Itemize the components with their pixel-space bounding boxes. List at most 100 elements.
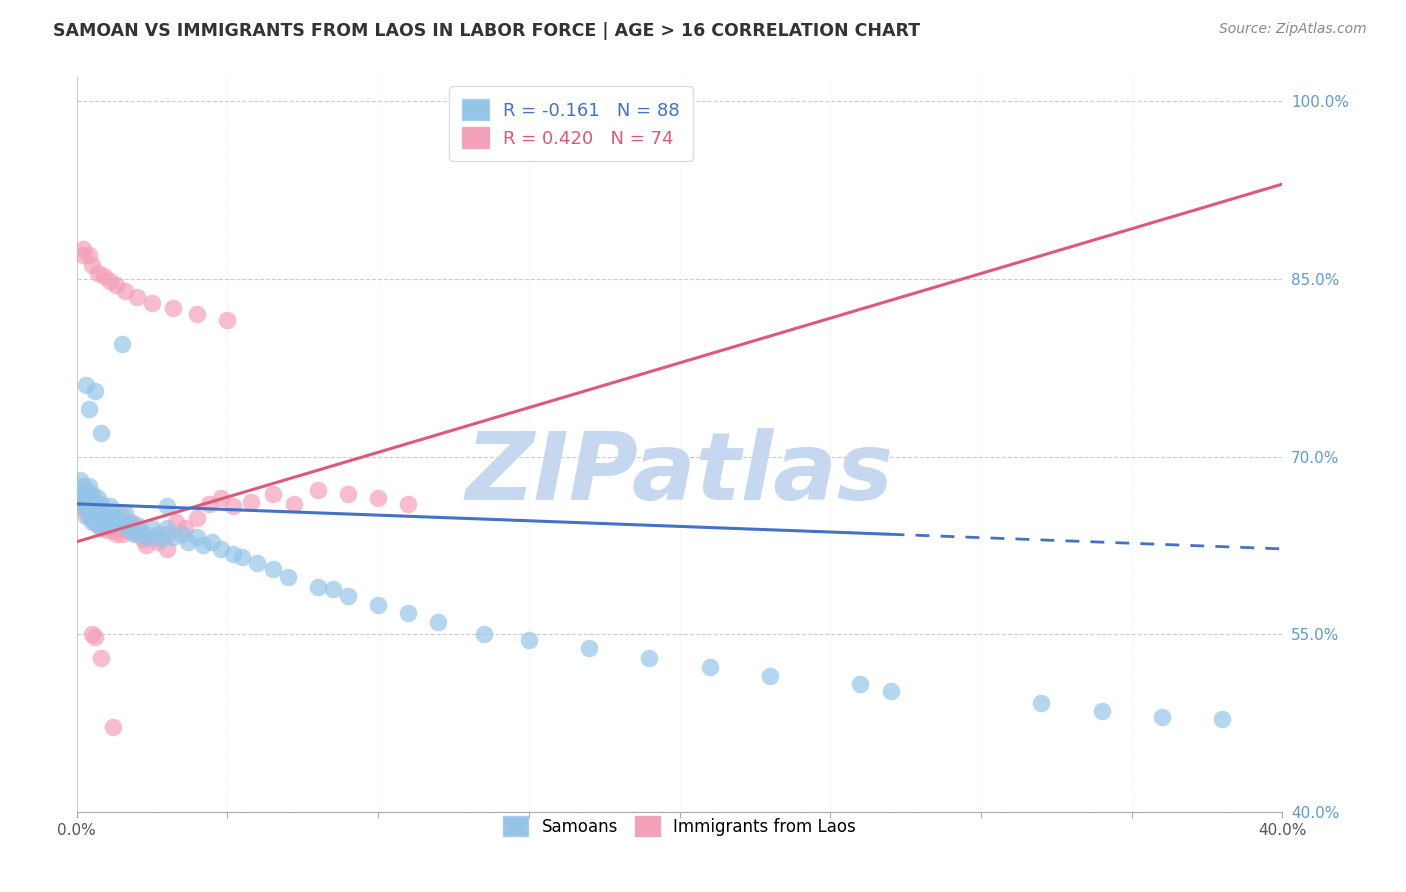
Point <box>77 479 100 493</box>
Point <box>77 487 100 501</box>
Point <box>98 511 121 525</box>
Point <box>156 500 179 514</box>
Point <box>75 487 97 501</box>
Point <box>209 541 232 556</box>
Point <box>86 503 108 517</box>
Point <box>699 660 721 674</box>
Point <box>396 606 419 620</box>
Point <box>98 500 121 514</box>
Point <box>186 530 208 544</box>
Point <box>1150 710 1173 724</box>
Point <box>114 507 136 521</box>
Point <box>72 491 94 505</box>
Point <box>86 500 108 514</box>
Point <box>107 518 129 533</box>
Point <box>77 503 100 517</box>
Point <box>149 533 172 547</box>
Point <box>120 523 142 537</box>
Point <box>125 526 148 541</box>
Point <box>93 269 115 284</box>
Point <box>107 520 129 534</box>
Point <box>77 402 100 417</box>
Point <box>83 515 105 529</box>
Point <box>111 337 134 351</box>
Point <box>141 530 163 544</box>
Point <box>277 570 299 584</box>
Point <box>96 508 118 523</box>
Point <box>177 534 200 549</box>
Point <box>231 550 253 565</box>
Point <box>111 526 134 541</box>
Point <box>75 503 97 517</box>
Point <box>262 562 284 576</box>
Point <box>396 497 419 511</box>
Point <box>1090 704 1112 718</box>
Point <box>101 515 124 529</box>
Point <box>77 494 100 508</box>
Point <box>83 500 105 514</box>
Point <box>80 508 103 523</box>
Point <box>165 515 187 529</box>
Point <box>90 515 112 529</box>
Point <box>90 425 112 440</box>
Point <box>114 284 136 298</box>
Point <box>86 518 108 533</box>
Text: Source: ZipAtlas.com: Source: ZipAtlas.com <box>1219 22 1367 37</box>
Point <box>128 523 150 537</box>
Point <box>98 274 121 288</box>
Point <box>114 518 136 533</box>
Point <box>117 515 139 529</box>
Point <box>246 556 269 570</box>
Point <box>141 295 163 310</box>
Point <box>96 523 118 537</box>
Point <box>69 500 91 514</box>
Point <box>75 500 97 514</box>
Point <box>427 615 450 630</box>
Point <box>101 507 124 521</box>
Point <box>120 515 142 529</box>
Point <box>156 526 179 541</box>
Point <box>75 494 97 508</box>
Point <box>186 307 208 321</box>
Point <box>578 641 600 656</box>
Point <box>69 485 91 500</box>
Legend: Samoans, Immigrants from Laos: Samoans, Immigrants from Laos <box>495 808 865 844</box>
Point <box>201 534 224 549</box>
Point <box>90 520 112 534</box>
Point <box>75 485 97 500</box>
Point <box>96 518 118 533</box>
Point <box>117 523 139 537</box>
Point <box>75 483 97 497</box>
Point <box>93 518 115 533</box>
Point <box>77 500 100 514</box>
Point <box>96 515 118 529</box>
Point <box>80 627 103 641</box>
Point <box>72 242 94 256</box>
Point <box>193 538 215 552</box>
Point <box>75 508 97 523</box>
Point <box>83 630 105 644</box>
Point <box>111 508 134 523</box>
Point <box>198 497 221 511</box>
Point <box>122 520 145 534</box>
Point <box>156 520 179 534</box>
Point <box>307 580 329 594</box>
Point <box>125 518 148 533</box>
Point <box>83 507 105 521</box>
Point <box>336 487 359 501</box>
Point <box>517 633 540 648</box>
Point <box>72 497 94 511</box>
Point <box>162 530 184 544</box>
Point <box>472 627 495 641</box>
Point <box>222 547 245 561</box>
Point <box>879 684 901 698</box>
Point <box>104 526 127 541</box>
Point <box>80 258 103 272</box>
Point <box>86 511 108 525</box>
Point <box>146 526 169 541</box>
Point <box>83 511 105 525</box>
Point <box>170 526 193 541</box>
Point <box>186 511 208 525</box>
Point <box>80 494 103 508</box>
Point <box>759 668 782 682</box>
